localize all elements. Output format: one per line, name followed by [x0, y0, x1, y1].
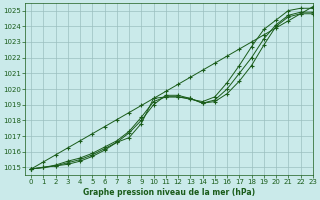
- X-axis label: Graphe pression niveau de la mer (hPa): Graphe pression niveau de la mer (hPa): [83, 188, 255, 197]
